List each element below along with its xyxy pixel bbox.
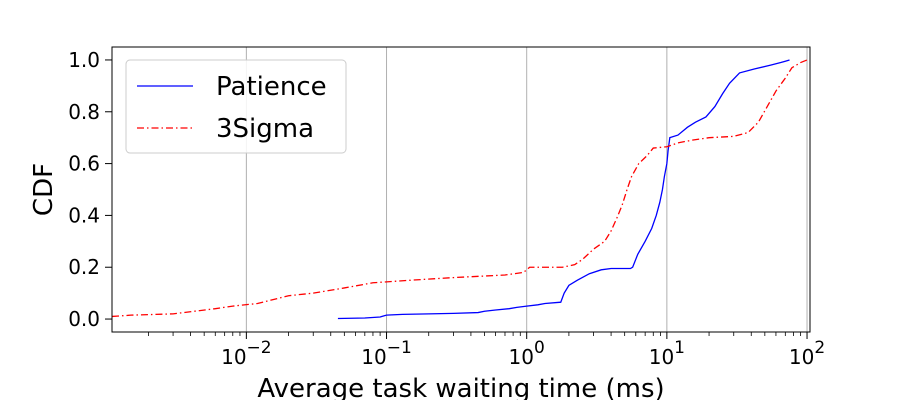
legend: Patience 3Sigma xyxy=(125,59,347,154)
series-lines xyxy=(111,59,808,320)
y-tick-label: 0.8 xyxy=(68,100,100,124)
gridlines xyxy=(245,47,808,332)
y-axis-ticks: 0.0 0.2 0.4 0.6 0.8 1.0 xyxy=(68,48,112,331)
x-tick-label: 10−2 xyxy=(221,338,272,369)
series-line-3sigma xyxy=(111,59,808,318)
x-axis-label: Average task waiting time (ms) xyxy=(257,374,664,400)
y-axis-label: CDF xyxy=(29,163,59,216)
x-tick-label: 10−1 xyxy=(361,338,412,369)
y-tick-label: 0.6 xyxy=(68,152,100,176)
x-axis-ticks: 10−2 10−1 100 101 102 xyxy=(147,332,825,369)
plot-frame xyxy=(111,46,811,333)
y-tick-label: 1.0 xyxy=(68,48,100,72)
legend-label: 3Sigma xyxy=(216,114,314,144)
legend-box xyxy=(125,59,347,154)
y-tick-label: 0.2 xyxy=(68,255,100,279)
x-tick-label: 100 xyxy=(509,338,545,369)
x-tick-label: 102 xyxy=(789,338,825,369)
y-tick-label: 0.0 xyxy=(68,307,100,331)
x-tick-label: 101 xyxy=(649,338,685,369)
series-line-patience xyxy=(337,59,790,320)
legend-label: Patience xyxy=(216,72,327,102)
y-tick-label: 0.4 xyxy=(68,203,100,227)
